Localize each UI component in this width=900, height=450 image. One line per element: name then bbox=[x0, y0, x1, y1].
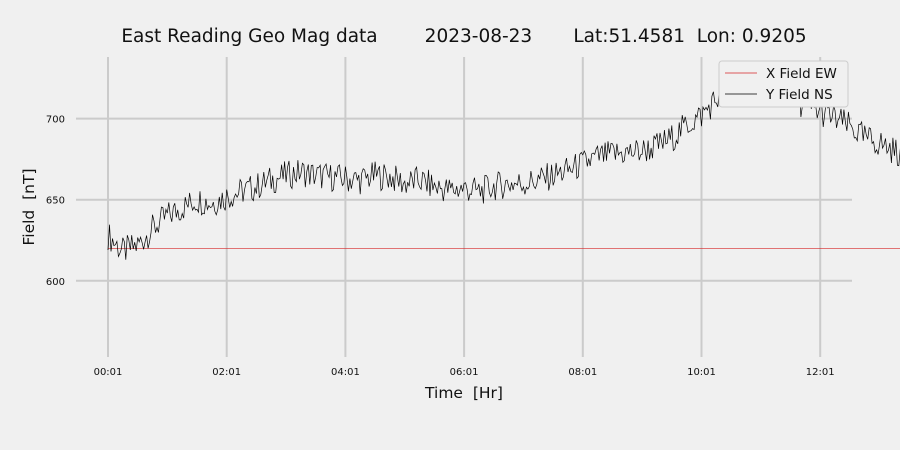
legend: X Field EW Y Field NS bbox=[718, 60, 849, 108]
x-tick-label: 02:01 bbox=[212, 367, 241, 378]
legend-box bbox=[718, 60, 849, 108]
y-tick-label: 650 bbox=[46, 196, 65, 207]
legend-label-y-field: Y Field NS bbox=[765, 87, 833, 103]
x-tick-label: 04:01 bbox=[331, 367, 360, 378]
y-tick-label: 700 bbox=[46, 115, 65, 126]
x-tick-label: 12:01 bbox=[806, 367, 835, 378]
x-axis-label: Time [Hr] bbox=[424, 384, 503, 402]
legend-label-x-field: X Field EW bbox=[766, 66, 837, 82]
x-tick-label: 06:01 bbox=[450, 367, 479, 378]
y-axis-label: Field [nT] bbox=[20, 168, 38, 245]
chart-title: East Reading Geo Mag data 2023-08-23 Lat… bbox=[121, 26, 806, 47]
x-tick-label: 08:01 bbox=[568, 367, 597, 378]
x-tick-label: 00:01 bbox=[94, 367, 123, 378]
x-tick-label: 10:01 bbox=[687, 367, 716, 378]
tick-layer: 00:0102:0104:0106:0108:0110:0112:0114:01… bbox=[46, 115, 835, 378]
grid-layer bbox=[76, 57, 852, 357]
y-tick-label: 600 bbox=[46, 277, 65, 288]
